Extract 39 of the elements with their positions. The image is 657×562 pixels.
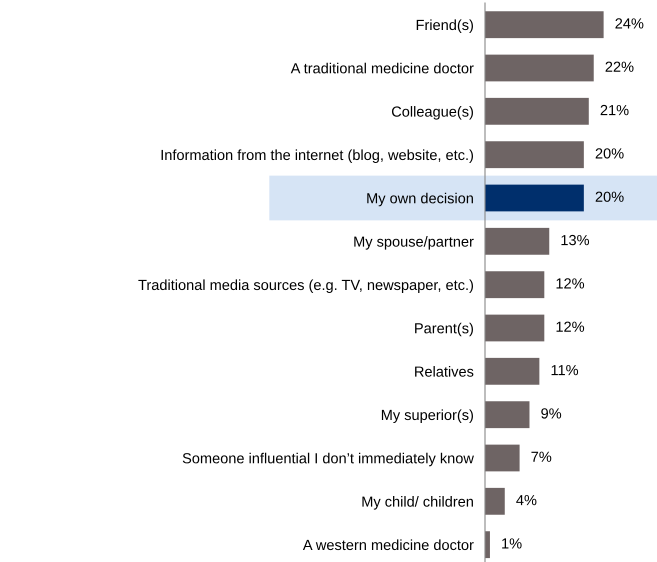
y-tick-label: Traditional media sources (e.g. TV, newspaper, etc.)	[138, 279, 474, 293]
data-label: 4%	[516, 494, 536, 506]
y-tick-label: My own decision	[367, 192, 473, 206]
data-label: 22%	[606, 62, 634, 72]
y-tick-label: Information from the internet (blog, website, etc.)	[162, 149, 474, 163]
data-label: 21%	[600, 104, 629, 116]
y-tick-label: My child/ children	[362, 496, 473, 510]
bar	[485, 314, 544, 342]
data-label: 12%	[556, 278, 584, 289]
y-tick-label: Colleague(s)	[392, 106, 473, 120]
bar	[485, 141, 584, 168]
data-label: 9%	[541, 408, 562, 419]
bar	[485, 444, 520, 472]
bar	[485, 401, 530, 428]
data-label: 24%	[615, 18, 644, 29]
data-label: 20%	[596, 192, 624, 202]
y-tick-label: My superior(s)	[382, 409, 473, 423]
bar	[485, 271, 544, 298]
y-tick-label: Parent(s)	[415, 322, 473, 336]
bar	[485, 488, 505, 515]
bar	[485, 184, 584, 212]
y-tick-label: Friend(s)	[416, 19, 473, 33]
y-tick-label: My spouse/partner	[354, 236, 474, 250]
data-label: 11%	[552, 364, 578, 376]
data-label: 1%	[502, 538, 522, 549]
bar	[485, 11, 604, 38]
y-tick-label: Someone influential I don’t immediately know	[182, 452, 474, 466]
y-tick-label: A western medicine doctor	[302, 539, 474, 550]
data-label: 12%	[556, 322, 584, 332]
bar	[485, 358, 540, 385]
y-tick-label: A traditional medicine doctor	[290, 62, 474, 74]
bar	[485, 54, 594, 82]
bar	[485, 98, 589, 125]
data-label: 13%	[561, 234, 590, 246]
bar	[485, 228, 550, 255]
data-label: 7%	[531, 452, 552, 462]
bar	[485, 531, 490, 558]
y-tick-label: Relatives	[415, 366, 474, 377]
data-label: 20%	[596, 148, 624, 159]
